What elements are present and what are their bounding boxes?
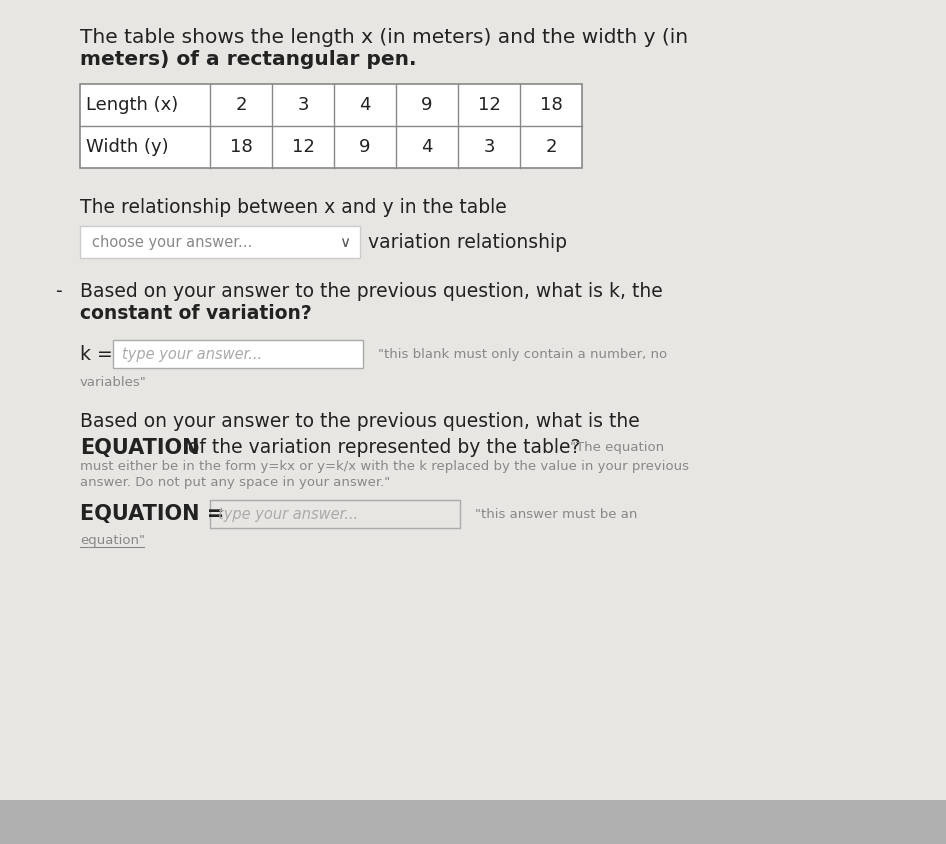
Text: answer. Do not put any space in your answer.": answer. Do not put any space in your ans… (80, 476, 391, 489)
Text: 18: 18 (539, 96, 562, 114)
Text: 12: 12 (291, 138, 314, 156)
Text: k =: k = (80, 344, 119, 364)
Text: type your answer...: type your answer... (218, 506, 359, 522)
Text: meters) of a rectangular pen.: meters) of a rectangular pen. (80, 50, 416, 69)
Text: choose your answer...: choose your answer... (92, 235, 253, 250)
Text: equation": equation" (80, 534, 145, 547)
Text: "The equation: "The equation (570, 441, 664, 454)
Text: variables": variables" (80, 376, 147, 389)
Text: constant of variation?: constant of variation? (80, 304, 312, 323)
Text: Length (x): Length (x) (86, 96, 178, 114)
FancyBboxPatch shape (113, 340, 363, 368)
Text: Width (y): Width (y) (86, 138, 168, 156)
Text: "this answer must be an: "this answer must be an (475, 507, 638, 521)
Text: EQUATION: EQUATION (80, 438, 200, 458)
Text: The table shows the length x (in meters) and the width y (in: The table shows the length x (in meters)… (80, 28, 688, 47)
Text: The relationship between x and y in the table: The relationship between x and y in the … (80, 198, 507, 217)
Text: 3: 3 (483, 138, 495, 156)
Text: 2: 2 (236, 96, 247, 114)
Text: 9: 9 (421, 96, 432, 114)
Text: Based on your answer to the previous question, what is the: Based on your answer to the previous que… (80, 412, 639, 431)
Text: of the variation represented by the table?: of the variation represented by the tabl… (182, 438, 587, 457)
Text: 9: 9 (359, 138, 371, 156)
Text: EQUATION =: EQUATION = (80, 504, 232, 524)
Text: type your answer...: type your answer... (122, 347, 262, 361)
Text: 4: 4 (359, 96, 371, 114)
Text: must either be in the form y=kx or y=k/x with the k replaced by the value in you: must either be in the form y=kx or y=k/x… (80, 460, 689, 473)
FancyBboxPatch shape (210, 500, 460, 528)
Text: "this blank must only contain a number, no: "this blank must only contain a number, … (378, 348, 667, 360)
FancyBboxPatch shape (80, 84, 582, 168)
Text: 2: 2 (545, 138, 557, 156)
Text: 12: 12 (478, 96, 500, 114)
Text: 4: 4 (421, 138, 432, 156)
Text: 3: 3 (297, 96, 308, 114)
FancyBboxPatch shape (80, 226, 360, 258)
Text: Based on your answer to the previous question, what is k, the: Based on your answer to the previous que… (80, 282, 663, 301)
Text: -: - (55, 282, 61, 301)
Text: ∨: ∨ (340, 235, 351, 250)
Text: 18: 18 (230, 138, 253, 156)
Text: variation relationship: variation relationship (368, 232, 567, 252)
FancyBboxPatch shape (0, 0, 946, 800)
